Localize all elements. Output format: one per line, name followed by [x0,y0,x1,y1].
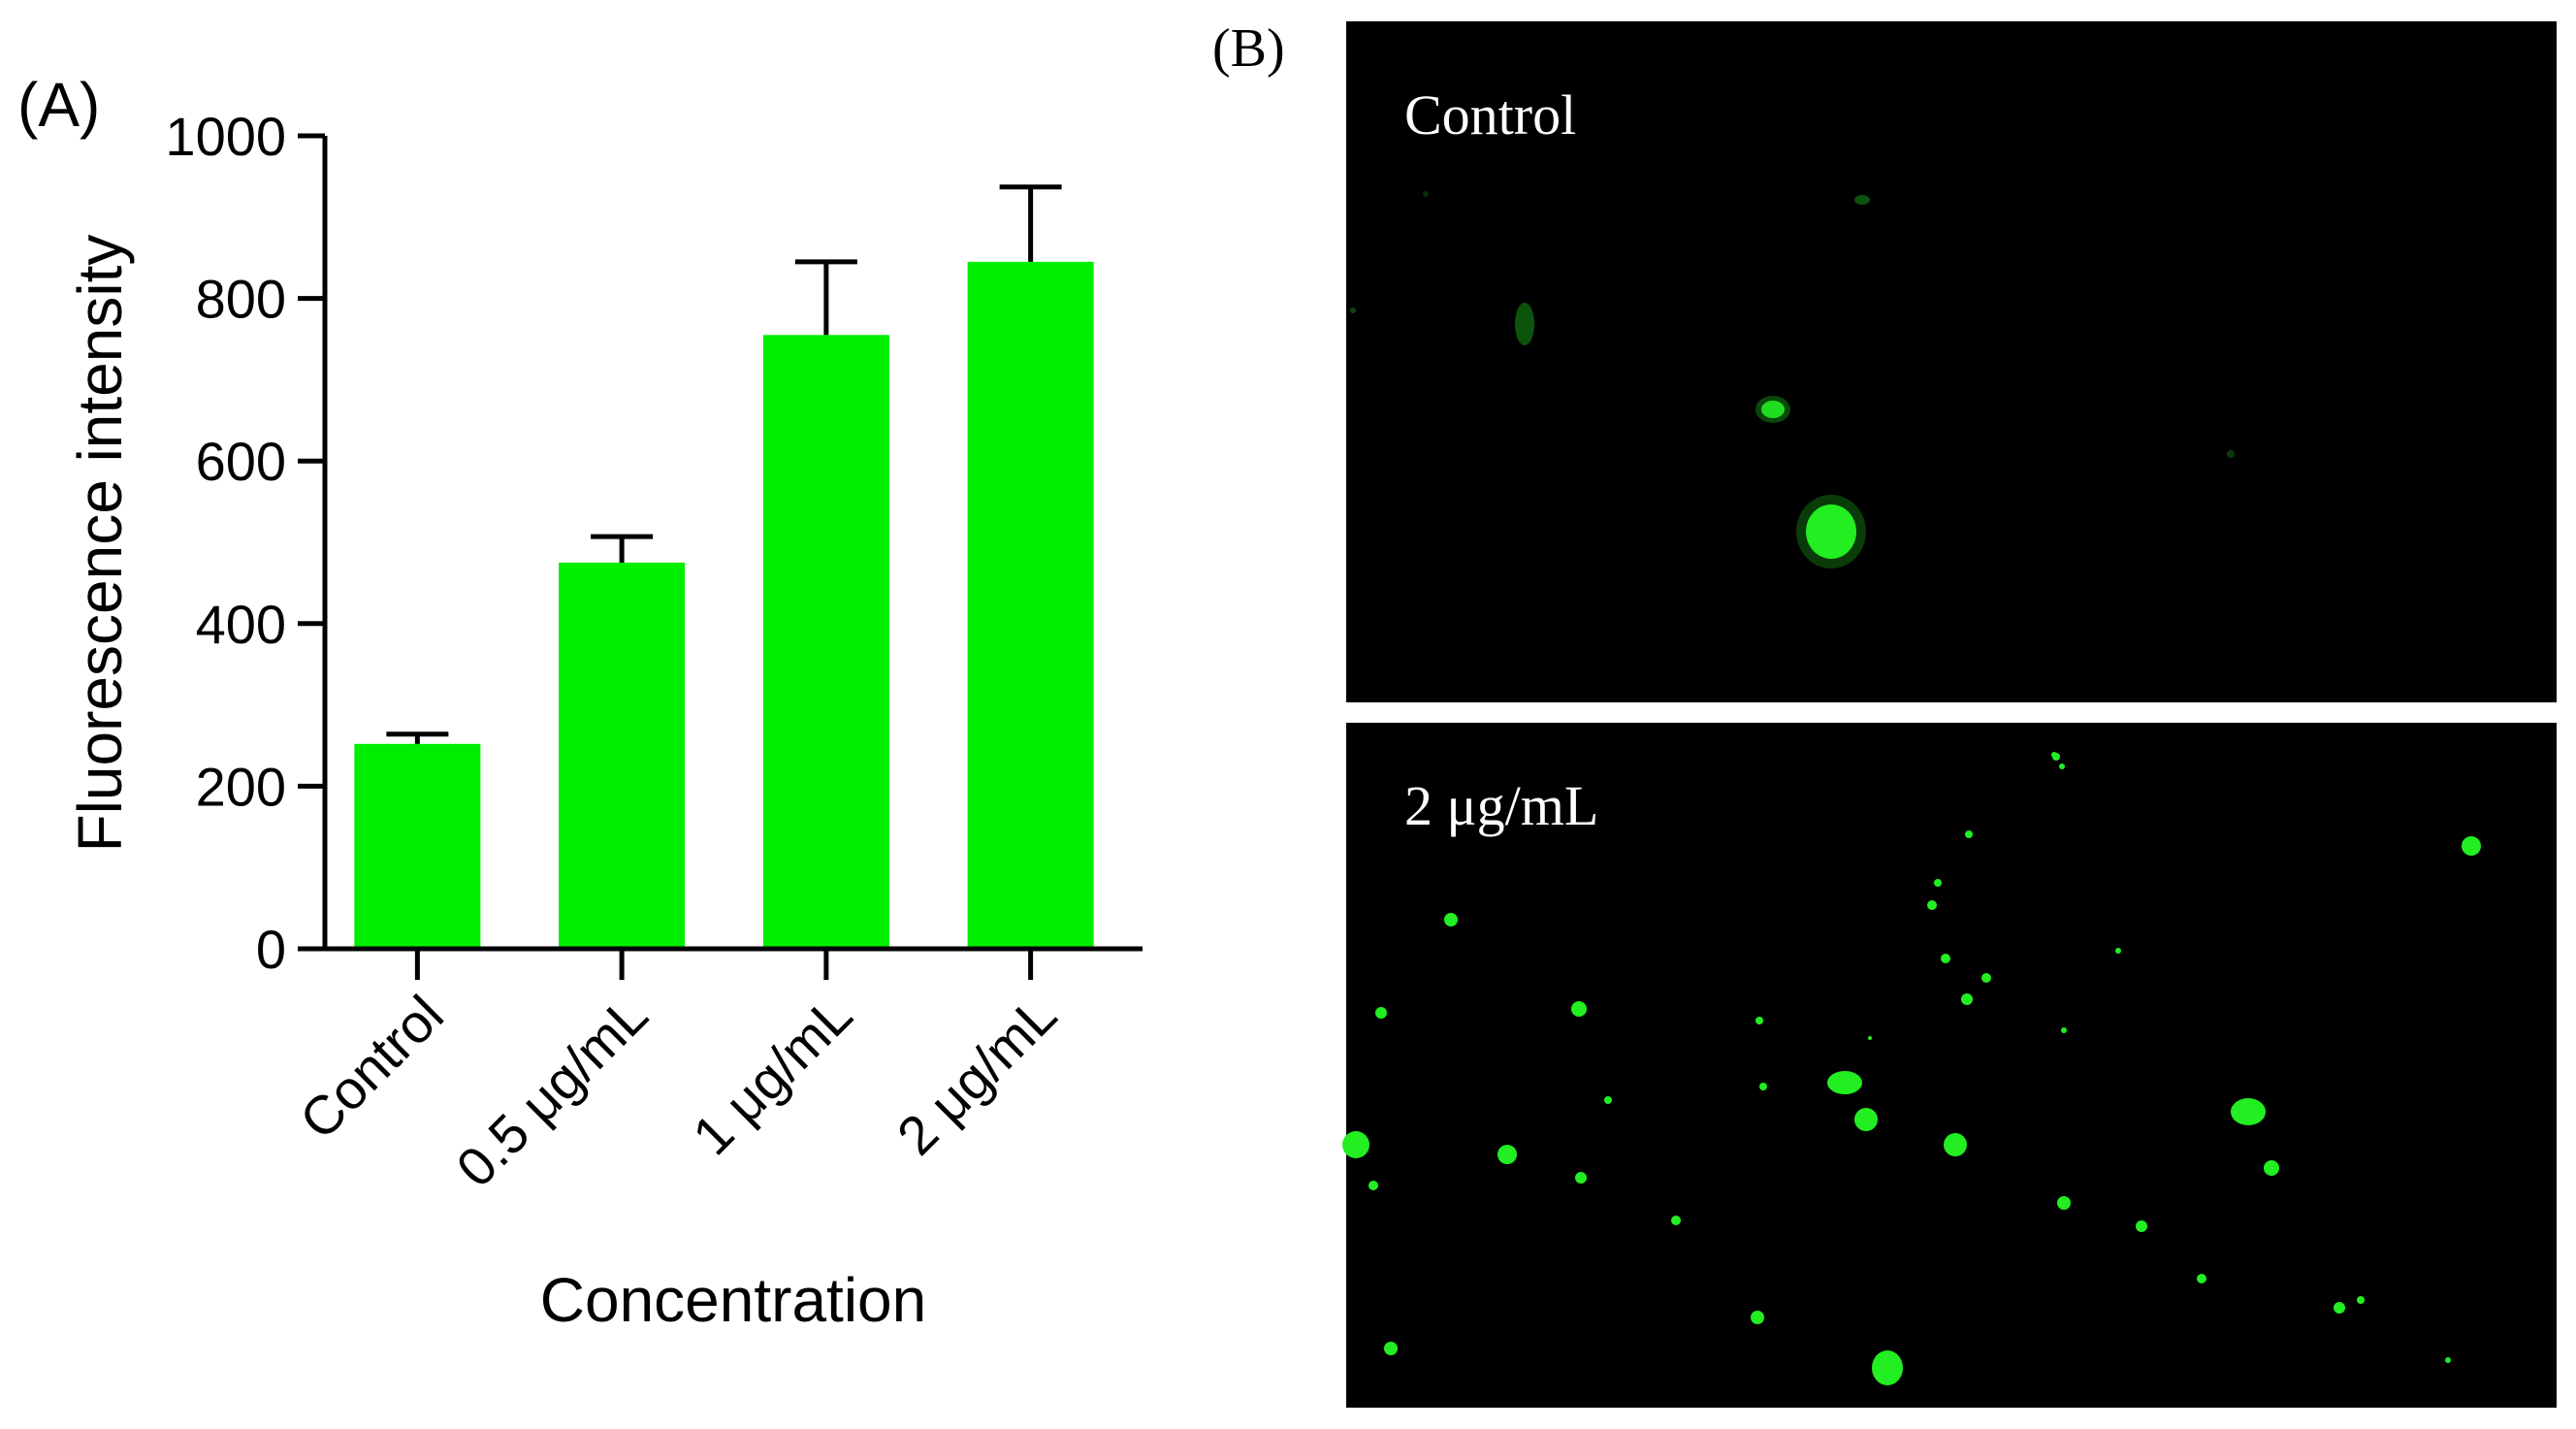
fluorescent-spot [2231,1098,2266,1125]
y-tick-label: 0 [256,919,286,980]
fluorescent-spot [1423,191,1429,197]
y-tick-label: 600 [196,431,286,492]
y-tick-label: 200 [196,756,286,817]
y-tick-label: 800 [196,269,286,330]
fluorescent-spot [1827,1071,1862,1094]
fluorescent-spot [1854,195,1870,205]
bars [354,261,1094,949]
fluorescent-spot [1342,1131,1369,1158]
fluorescent-spot [2197,1274,2206,1283]
fluorescent-spot [1934,879,1942,887]
fluorescent-spot [1368,1181,1378,1190]
panel-a-label: (A) [17,70,100,140]
fluorescent-spot [1515,303,1534,345]
micrograph-control-label: Control [1404,83,1576,146]
x-tick-label: 0.5 μg/mL [444,984,659,1198]
micrograph-treated-label: 2 μg/mL [1404,774,1598,837]
fluorescent-spot [2462,836,2481,856]
y-axis-title: Fluorescence intensity [65,235,135,853]
fluorescent-spot [2059,763,2065,769]
y-ticks: 0 200 400 600 800 1000 [165,106,325,980]
fluorescent-spot [1872,1350,1903,1385]
x-axis-title: Concentration [540,1265,926,1335]
fluorescent-spot [1350,308,1356,313]
fluorescent-cells-control [1350,191,2235,568]
fluorescent-spot [1965,830,1973,838]
fluorescent-spot [2052,753,2060,761]
fluorescent-spot [1759,1083,1767,1090]
fluorescent-spot [1575,1172,1587,1184]
fluorescent-spot [2334,1302,2345,1314]
bar [354,743,481,949]
x-tick-label: 2 μg/mL [886,984,1068,1166]
y-tick-label: 1000 [165,106,286,167]
fluorescent-spot [1751,1311,1764,1324]
micrograph-treated-image [1346,723,2557,1408]
fluorescent-spot [2136,1220,2147,1232]
fluorescent-spot [1868,1036,1872,1040]
fluorescent-spot [1755,396,1790,423]
fluorescent-cells-treated [1342,752,2481,1385]
fluorescent-spot [2115,948,2121,954]
y-tick-label: 400 [196,594,286,655]
fluorescent-spot [1806,504,1856,559]
fluorescent-spot [2057,1196,2071,1210]
fluorescent-spot [2061,1027,2067,1033]
fluorescent-spot [1671,1216,1681,1225]
fluorescent-spot [1941,954,1950,963]
fluorescent-spot [1571,1001,1587,1017]
fluorescent-spot [1961,993,1973,1005]
micrograph-treated: 2 μg/mL [1342,723,2557,1408]
x-tick-label: Control [288,984,455,1151]
bar [762,335,889,949]
x-tick-label: 1 μg/mL [681,984,863,1166]
fluorescent-spot [1384,1342,1398,1355]
fluorescent-spot [1796,495,1866,568]
fluorescent-spot [2445,1357,2451,1363]
fluorescent-spot [1755,1017,1763,1024]
fluorescent-spot [1927,900,1937,910]
bar [967,261,1094,949]
error-bars [386,184,1062,744]
fluorescent-spot [1854,1108,1878,1131]
fluorescent-spot [1497,1145,1517,1164]
fluorescent-spot [2357,1296,2365,1304]
bar [559,562,686,949]
micrograph-control: Control [1346,21,2557,702]
fluorescent-spot [1444,913,1458,926]
fluorescent-spot [2227,450,2235,458]
micrograph-control-image [1346,21,2557,702]
fluorescent-spot [1761,401,1785,418]
fluorescent-spot [1981,973,1991,983]
fluorescent-spot [1604,1096,1612,1104]
fluorescent-spot [1375,1007,1387,1019]
fluorescent-spot [2264,1160,2279,1176]
fluorescent-spot [1944,1133,1967,1156]
panel-b-label: (B) [1212,18,1285,79]
